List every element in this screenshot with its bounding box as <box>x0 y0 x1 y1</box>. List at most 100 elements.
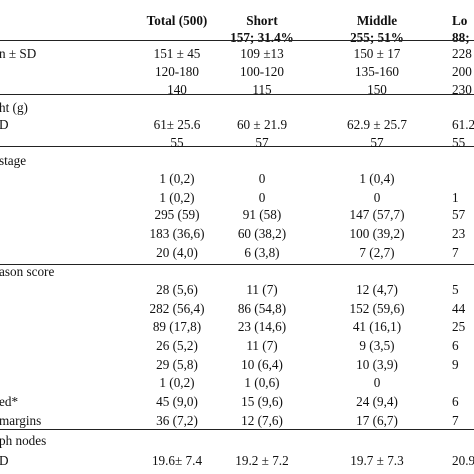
cell-middle: 1 (0,4) <box>359 171 395 186</box>
cell-long: 230 <box>452 82 472 97</box>
table-divider <box>0 429 474 430</box>
table-row: 20 (4,0) 6 (3,8) 7 (2,7) 7 <box>0 244 474 261</box>
table-row: margins 36 (7,2) 12 (7,6) 17 (6,7) 7 <box>0 412 474 429</box>
cell-short: 60 (38,2) <box>237 226 287 241</box>
table-row: D 61± 25.6 60 ± 21.9 62.9 ± 25.7 61.2 <box>0 116 474 133</box>
table-row: D 19.6± 7.4 19.2 ± 7.2 19.7 ± 7.3 20.9 <box>0 452 474 469</box>
cell-total: 1 (0,2) <box>159 190 195 205</box>
cell-middle: 150 <box>367 82 387 97</box>
cell-middle: 0 <box>373 375 381 390</box>
header-long-sub: 88; <box>452 30 470 45</box>
cell-long: 6 <box>452 394 459 409</box>
table-row: stage <box>0 152 474 169</box>
cell-short: 86 (54,8) <box>237 301 287 316</box>
cell-long: 20.9 <box>452 453 474 468</box>
table-row: 26 (5,2) 11 (7) 9 (3,5) 6 <box>0 337 474 354</box>
table-row: 1 (0,2) 1 (0,6) 0 <box>0 374 474 391</box>
cell-short: 12 (7,6) <box>241 413 283 428</box>
table-divider <box>0 264 474 265</box>
table-row: 295 (59) 91 (58) 147 (57,7) 57 <box>0 206 474 223</box>
cell-short: 0 <box>258 190 266 205</box>
cell-total: 26 (5,2) <box>156 338 198 353</box>
row-label: margins <box>0 413 42 428</box>
table-row: 1 (0,2) 0 0 1 <box>0 189 474 206</box>
cell-middle: 19.7 ± 7.3 <box>350 453 404 468</box>
cell-total: 36 (7,2) <box>156 413 198 428</box>
cell-total: 29 (5,8) <box>156 357 198 372</box>
cell-middle: 57 <box>370 135 384 150</box>
cell-total: 282 (56,4) <box>149 301 205 316</box>
cell-middle: 135-160 <box>355 64 399 79</box>
cell-long: 6 <box>452 338 459 353</box>
cell-short: 11 (7) <box>246 282 278 297</box>
cell-total: 295 (59) <box>154 207 200 222</box>
cell-short: 19.2 ± 7.2 <box>235 453 289 468</box>
table-divider <box>0 146 474 147</box>
cell-short: 23 (14,6) <box>237 319 287 334</box>
row-label: n ± SD <box>0 46 37 61</box>
cell-long: 1 <box>452 190 459 205</box>
cell-middle: 150 ± 17 <box>353 46 401 61</box>
cell-total: 28 (5,6) <box>156 282 198 297</box>
cell-middle: 17 (6,7) <box>356 413 398 428</box>
cell-middle: 100 (39,2) <box>349 226 405 241</box>
table-row: 1 (0,2) 0 1 (0,4) <box>0 170 474 187</box>
table-row: n ± SD 151 ± 45 109 ±13 150 ± 17 228 <box>0 45 474 62</box>
table-row: 140 115 150 230 <box>0 81 474 98</box>
cell-total: 120-180 <box>155 64 199 79</box>
cell-total: 55 <box>170 135 184 150</box>
cell-total: 89 (17,8) <box>152 319 202 334</box>
cell-short: 0 <box>258 171 266 186</box>
cell-short: 109 ±13 <box>240 46 284 61</box>
cell-long: 61.2 <box>452 117 474 132</box>
table-row: 29 (5,8) 10 (6,4) 10 (3,9) 9 <box>0 356 474 373</box>
cell-total: 45 (9,0) <box>156 394 198 409</box>
cell-long: 23 <box>452 226 466 241</box>
table-row: 183 (36,6) 60 (38,2) 100 (39,2) 23 <box>0 225 474 242</box>
cell-short: 60 ± 21.9 <box>236 117 288 132</box>
table-row: 28 (5,6) 11 (7) 12 (4,7) 5 <box>0 281 474 298</box>
row-label: ason score <box>0 264 55 279</box>
header-long: Lo <box>452 13 468 28</box>
header-middle-sub: 255; 51% <box>350 30 404 45</box>
cell-middle: 41 (16,1) <box>352 319 402 334</box>
header-short-sub: 157; 31.4% <box>230 30 294 45</box>
row-label: D <box>0 117 9 132</box>
cell-total: 20 (4,0) <box>156 245 198 260</box>
cell-total: 151 ± 45 <box>153 46 201 61</box>
cell-long: 228 <box>452 46 472 61</box>
row-label: stage <box>0 153 27 168</box>
row-label: ph nodes <box>0 433 47 448</box>
header-row-2: 157; 31.4% 255; 51% 88; <box>0 29 474 46</box>
row-label: ed* <box>0 394 19 409</box>
cell-short: 57 <box>255 135 269 150</box>
table-row: 89 (17,8) 23 (14,6) 41 (16,1) 25 <box>0 318 474 335</box>
cell-middle: 62.9 ± 25.7 <box>347 117 407 132</box>
header-short: Short <box>246 13 278 28</box>
cell-long: 5 <box>452 282 459 297</box>
cell-short: 100-120 <box>240 64 284 79</box>
cell-short: 15 (9,6) <box>241 394 283 409</box>
header-middle: Middle <box>356 13 398 28</box>
cell-short: 10 (6,4) <box>241 357 283 372</box>
table-row: ed* 45 (9,0) 15 (9,6) 24 (9,4) 6 <box>0 393 474 410</box>
cell-middle: 0 <box>373 190 381 205</box>
cell-long: 57 <box>452 207 466 222</box>
table-divider <box>0 40 474 41</box>
table-row: 55 57 57 55 <box>0 134 474 151</box>
cell-middle: 147 (57,7) <box>349 207 405 222</box>
cell-total: 183 (36,6) <box>149 226 205 241</box>
cell-long: 25 <box>452 319 466 334</box>
cell-short: 1 (0,6) <box>244 375 280 390</box>
cell-short: 115 <box>252 82 272 97</box>
table-divider <box>0 94 474 95</box>
table-row: ph nodes <box>0 432 474 449</box>
header-row-1: Total (500) Short Middle Lo <box>0 12 474 29</box>
cell-middle: 152 (59,6) <box>349 301 405 316</box>
table-row: 120-180 100-120 135-160 200 <box>0 63 474 80</box>
cell-total: 1 (0,2) <box>159 171 195 186</box>
cell-long: 9 <box>452 357 459 372</box>
row-label: ht (g) <box>0 100 28 115</box>
cell-long: 7 <box>452 413 459 428</box>
cell-middle: 24 (9,4) <box>356 394 398 409</box>
